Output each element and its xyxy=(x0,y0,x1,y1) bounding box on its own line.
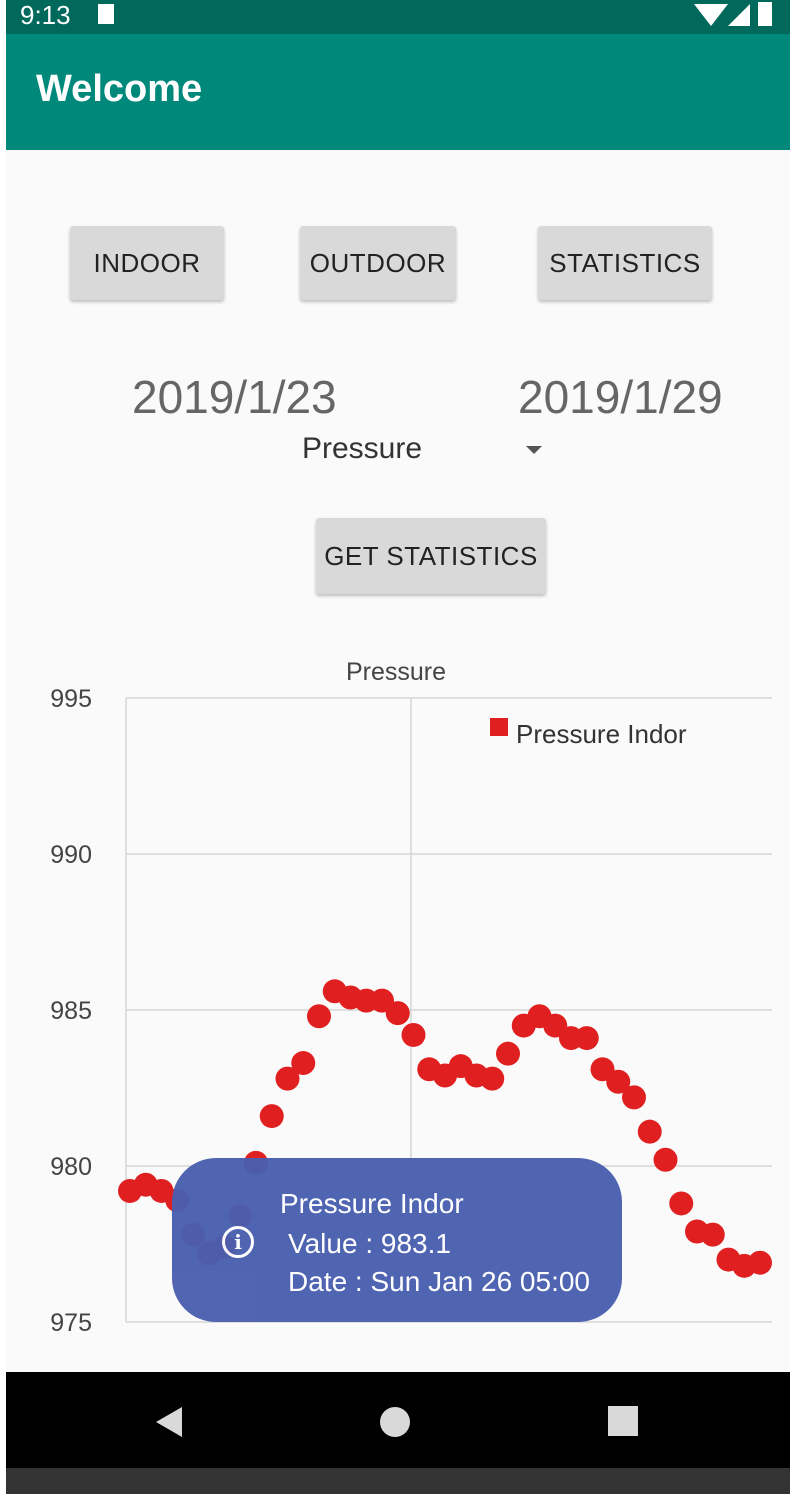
chart-title: Pressure xyxy=(346,658,446,686)
y-tick-label: 975 xyxy=(50,1309,92,1337)
start-date-field[interactable]: 2019/1/23 xyxy=(132,371,337,423)
data-point[interactable] xyxy=(291,1051,316,1076)
phone-screen: 9:13 Welcome INDOOR OUTDOOR STATISTICS 2… xyxy=(6,0,790,1494)
tooltip-value: Value : 983.1 xyxy=(288,1228,451,1259)
statistics-button[interactable]: STATISTICS xyxy=(538,226,712,300)
get-statistics-button[interactable]: GET STATISTICS xyxy=(316,518,546,594)
y-tick-label: 995 xyxy=(50,685,92,713)
data-point[interactable] xyxy=(385,1001,410,1026)
wifi-icon xyxy=(694,4,728,26)
data-point[interactable] xyxy=(275,1066,300,1091)
recents-icon[interactable] xyxy=(608,1406,638,1436)
legend-swatch xyxy=(490,718,508,736)
spinner-selected-value: Pressure xyxy=(302,432,423,465)
data-point[interactable] xyxy=(700,1222,725,1247)
data-point[interactable] xyxy=(748,1250,772,1275)
battery-icon xyxy=(758,2,772,26)
data-point[interactable] xyxy=(259,1104,284,1129)
back-icon[interactable] xyxy=(156,1407,182,1437)
status-bar: 9:13 xyxy=(6,0,790,34)
data-point[interactable] xyxy=(307,1004,331,1029)
tooltip-series: Pressure Indor xyxy=(280,1188,464,1219)
signal-icon xyxy=(728,4,750,26)
data-point[interactable] xyxy=(669,1191,694,1216)
indoor-button[interactable]: INDOOR xyxy=(70,226,224,300)
legend-label: Pressure Indor xyxy=(516,719,687,749)
data-point[interactable] xyxy=(401,1022,426,1047)
home-icon[interactable] xyxy=(380,1407,410,1437)
info-icon: i xyxy=(222,1226,254,1258)
dropdown-arrow-icon xyxy=(526,446,542,454)
tooltip-date: Date : Sun Jan 26 05:00 xyxy=(288,1266,590,1297)
data-point[interactable] xyxy=(496,1041,520,1066)
data-point[interactable] xyxy=(622,1085,646,1110)
app-title: Welcome xyxy=(36,68,203,110)
navigation-bar xyxy=(6,1372,790,1468)
y-tick-label: 985 xyxy=(50,997,92,1025)
data-point[interactable] xyxy=(606,1069,631,1094)
chart-y-axis: 975 980 985 990 995 xyxy=(50,685,92,1337)
end-date-field[interactable]: 2019/1/29 xyxy=(518,371,723,423)
data-point[interactable] xyxy=(653,1147,678,1172)
chart-legend: Pressure Indor xyxy=(490,718,687,749)
data-point[interactable] xyxy=(574,1026,599,1051)
status-time: 9:13 xyxy=(20,0,71,30)
data-point[interactable] xyxy=(637,1119,662,1144)
data-point[interactable] xyxy=(480,1066,505,1091)
y-tick-label: 980 xyxy=(50,1153,92,1181)
value-tooltip: i Pressure Indor Value : 983.1 Date : Su… xyxy=(172,1158,622,1322)
bottom-strip xyxy=(6,1468,790,1494)
sd-card-icon xyxy=(98,4,114,24)
y-tick-label: 990 xyxy=(50,841,92,869)
app-bar: Welcome xyxy=(6,34,790,150)
outdoor-button[interactable]: OUTDOOR xyxy=(300,226,456,300)
